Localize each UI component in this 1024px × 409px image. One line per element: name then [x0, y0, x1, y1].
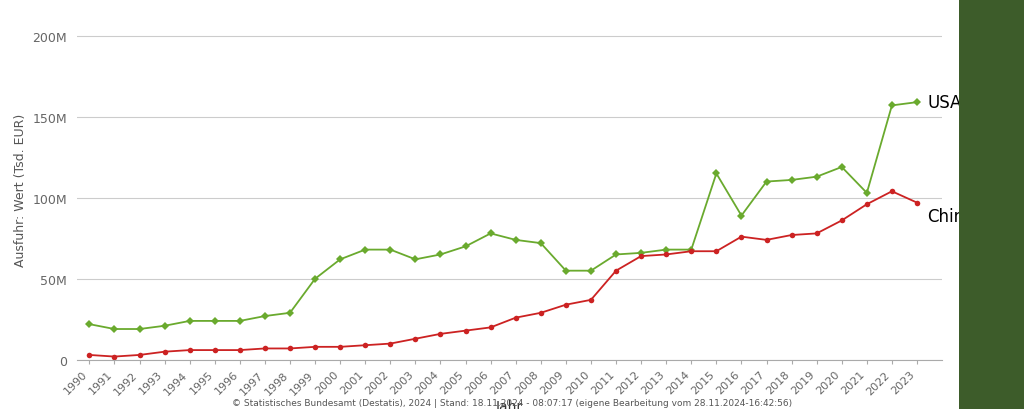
- Text: © Statistisches Bundesamt (Destatis), 2024 | Stand: 18.11.2024 - 08:07:17 (eigen: © Statistisches Bundesamt (Destatis), 20…: [232, 398, 792, 407]
- Text: China: China: [927, 207, 974, 225]
- Text: USA: USA: [927, 94, 962, 112]
- Y-axis label: Ausfuhr: Wert (Tsd. EUR): Ausfuhr: Wert (Tsd. EUR): [14, 114, 27, 267]
- X-axis label: Jahr: Jahr: [496, 399, 523, 409]
